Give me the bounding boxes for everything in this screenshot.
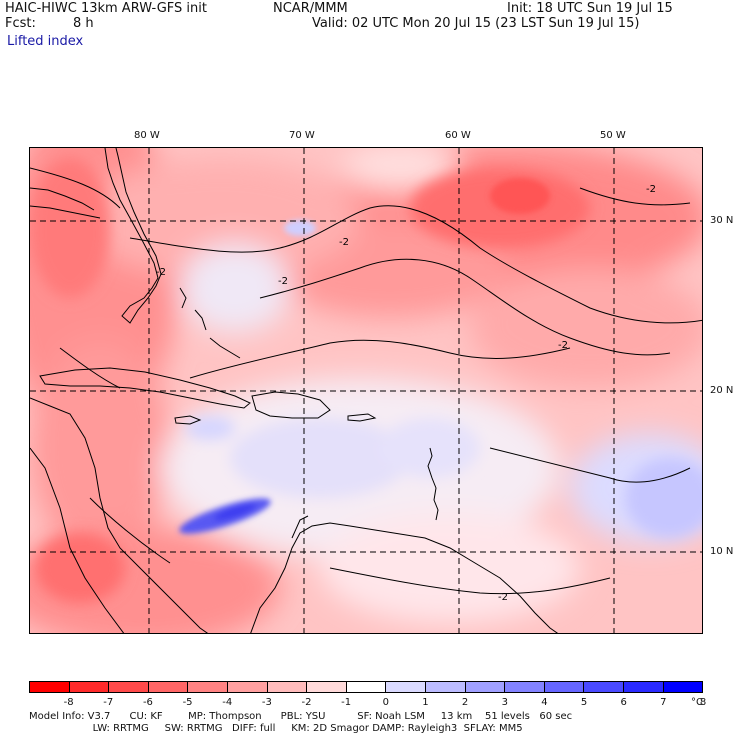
colorbar-swatch: [505, 682, 545, 692]
model-info-line1: Model Info: V3.7 CU: KF MP: Thompson PBL…: [29, 711, 573, 722]
colorbar-tick-label: 7: [660, 697, 667, 708]
colorbar-tick-label: -3: [261, 697, 272, 708]
colorbar-tick-label: 1: [422, 697, 429, 708]
colorbar-swatch: [267, 682, 308, 692]
colorbar: [29, 681, 703, 693]
colorbar-swatch: [227, 682, 268, 692]
colorbar-swatch: [109, 682, 149, 692]
contour-label: -2: [498, 592, 508, 603]
lat-label-10n: 10 N: [710, 546, 734, 557]
colorbar-swatch: [465, 682, 506, 692]
colorbar-tick-label: -8: [63, 697, 74, 708]
colorbar-tick-label: -6: [142, 697, 153, 708]
colorbar-swatch: [30, 682, 70, 692]
model-title: HAIC-HIWC 13km ARW-GFS init: [5, 1, 207, 16]
colorbar-tick-label: -1: [341, 697, 352, 708]
init-time: Init: 18 UTC Sun 19 Jul 15: [507, 1, 673, 16]
lon-label-80w: 80 W: [134, 130, 160, 141]
institution-label: NCAR/MMM: [273, 1, 348, 16]
colorbar-swatch: [386, 682, 426, 692]
valid-time: Valid: 02 UTC Mon 20 Jul 15 (23 LST Sun …: [312, 16, 640, 31]
colorbar-swatch: [584, 682, 624, 692]
lon-label-70w: 70 W: [289, 130, 315, 141]
field-name: Lifted index: [7, 34, 84, 49]
forecast-hour: 8 h: [73, 16, 94, 31]
contour-label: -2: [156, 267, 166, 278]
colorbar-tick-label: -5: [182, 697, 193, 708]
colorbar-tick-label: 4: [541, 697, 548, 708]
colorbar-tick-label: 2: [461, 697, 469, 708]
colorbar-swatch: [148, 682, 189, 692]
colorbar-swatch: [425, 682, 466, 692]
lon-label-50w: 50 W: [600, 130, 626, 141]
colorbar-unit: °C: [691, 697, 703, 708]
colorbar-swatch: [663, 682, 703, 692]
contour-value-labels: -2 -2 -2 -2 -2 -2: [156, 184, 656, 603]
colorbar-tick-label: -7: [103, 697, 114, 708]
colorbar-tick-label: 6: [620, 697, 627, 708]
colorbar-swatch: [69, 682, 110, 692]
contour-label: -2: [646, 184, 656, 195]
contour-lines: [30, 167, 702, 595]
colorbar-tick-label: 8: [699, 697, 707, 708]
colorbar-swatch: [544, 682, 585, 692]
colorbar-tick-label: -4: [222, 697, 233, 708]
forecast-label: Fcst:: [5, 16, 36, 31]
colorbar-tick-label: -2: [301, 697, 312, 708]
lat-label-20n: 20 N: [710, 385, 734, 396]
colorbar-swatch: [623, 682, 664, 692]
model-info-line2: LW: RRTMG SW: RRTMG DIFF: full KM: 2D Sm…: [29, 723, 523, 734]
lifted-index-map: -2 -2 -2 -2 -2 -2: [29, 147, 703, 634]
colorbar-swatch: [188, 682, 228, 692]
colorbar-swatch: [346, 682, 387, 692]
colorbar-swatch: [307, 682, 347, 692]
contour-label: -2: [558, 340, 568, 351]
lat-lon-grid: [30, 148, 702, 633]
contour-label: -2: [278, 276, 288, 287]
contour-label: -2: [339, 237, 349, 248]
colorbar-tick-label: 0: [382, 697, 389, 708]
lat-label-30n: 30 N: [710, 215, 734, 226]
coastlines: [30, 148, 559, 633]
lon-label-60w: 60 W: [445, 130, 471, 141]
colorbar-tick-label: 3: [501, 697, 508, 708]
colorbar-tick-label: 5: [580, 697, 588, 708]
